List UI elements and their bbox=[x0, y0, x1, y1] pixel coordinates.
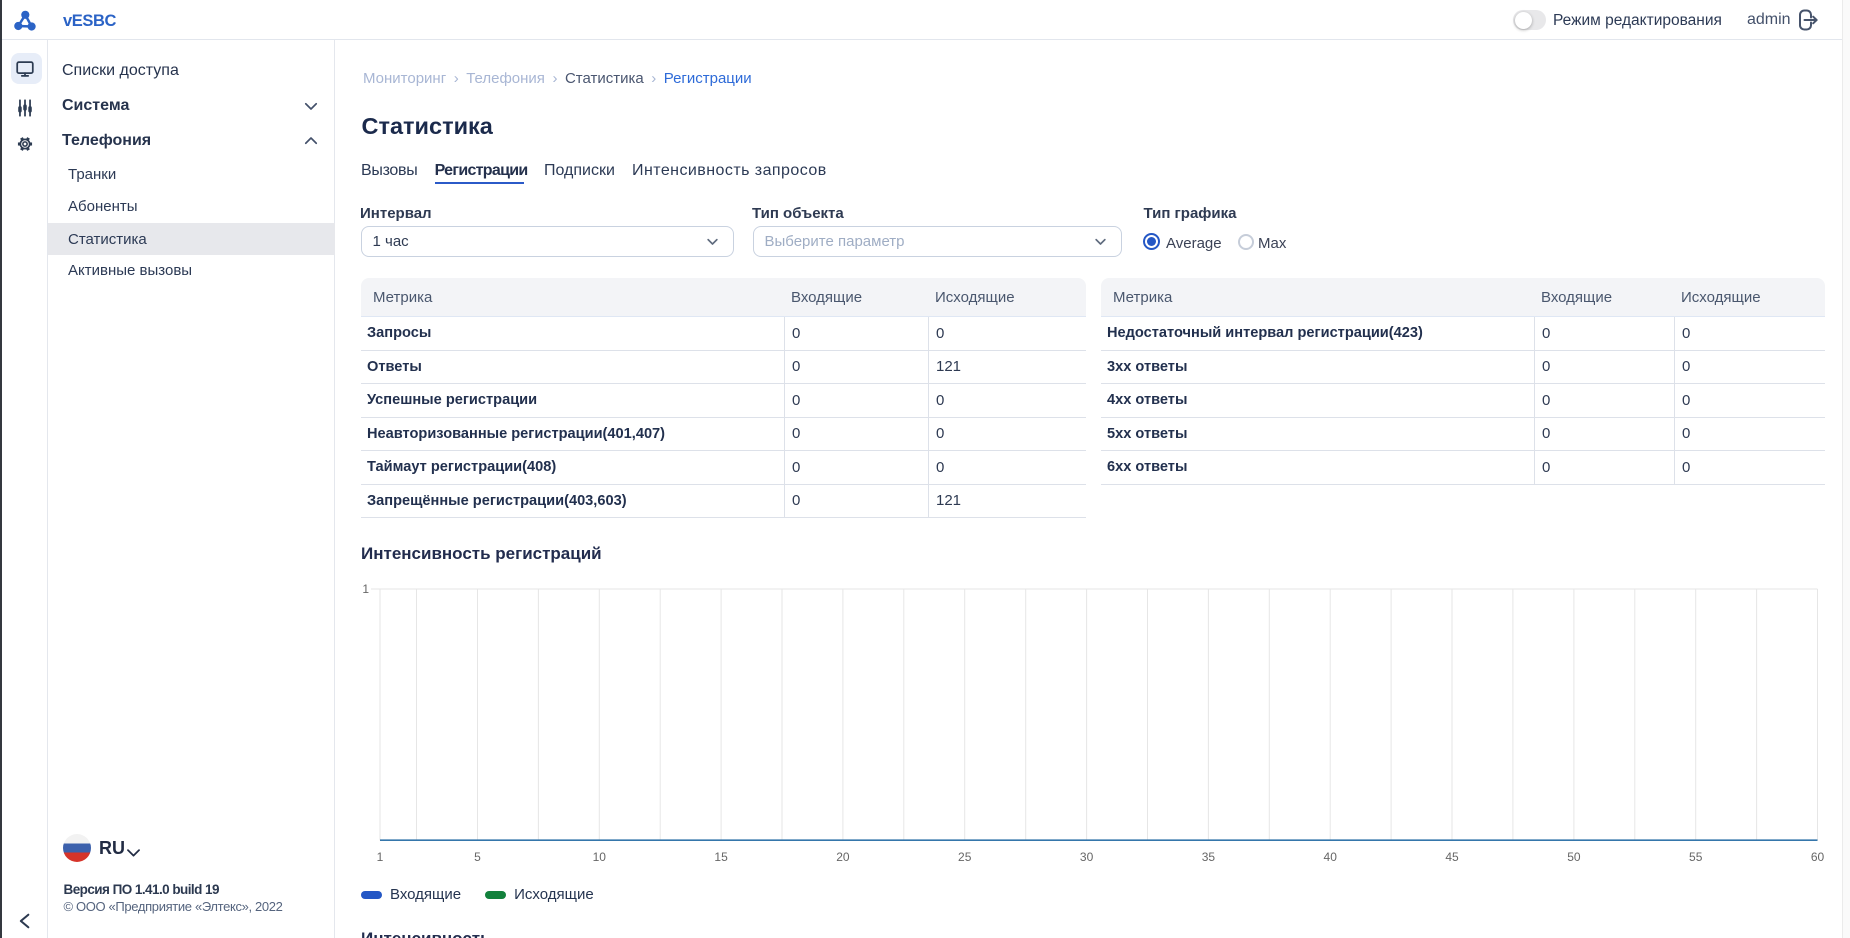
svg-text:50: 50 bbox=[1567, 850, 1581, 864]
svg-text:30: 30 bbox=[1080, 850, 1094, 864]
svg-text:40: 40 bbox=[1324, 850, 1338, 864]
svg-text:45: 45 bbox=[1445, 850, 1459, 864]
svg-text:5: 5 bbox=[474, 850, 481, 864]
svg-text:35: 35 bbox=[1202, 850, 1216, 864]
svg-text:55: 55 bbox=[1689, 850, 1703, 864]
svg-text:10: 10 bbox=[593, 850, 607, 864]
svg-text:1: 1 bbox=[377, 850, 384, 864]
svg-text:15: 15 bbox=[714, 850, 728, 864]
svg-text:25: 25 bbox=[958, 850, 972, 864]
svg-text:60: 60 bbox=[1811, 850, 1825, 864]
svg-text:1: 1 bbox=[362, 582, 369, 596]
svg-text:20: 20 bbox=[836, 850, 850, 864]
